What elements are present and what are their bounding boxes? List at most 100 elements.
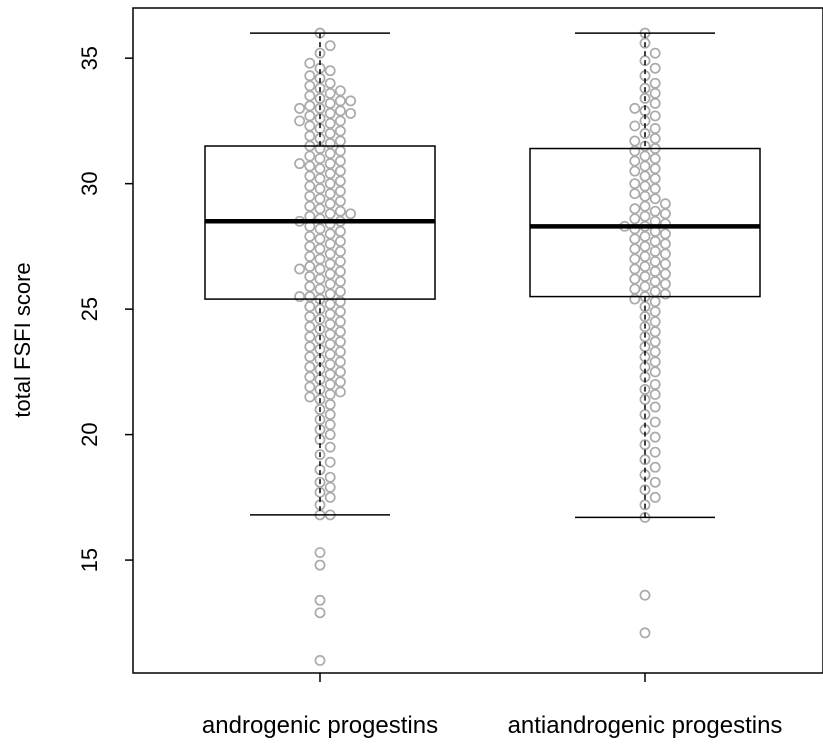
data-point [334, 205, 346, 217]
data-point [304, 150, 316, 162]
data-point [314, 559, 326, 571]
data-point [629, 283, 641, 295]
data-point [639, 383, 651, 395]
y-tick-label: 25 [77, 297, 102, 321]
data-point [304, 361, 316, 373]
box-layer [204, 32, 761, 519]
data-point [334, 376, 346, 388]
data-point [304, 281, 316, 292]
data-point [649, 326, 661, 338]
data-point [334, 386, 346, 398]
data-point [304, 321, 316, 333]
data-point [304, 80, 316, 92]
data-point [324, 358, 336, 370]
data-point [324, 288, 336, 300]
data-point [649, 346, 661, 358]
data-point [649, 133, 661, 144]
data-point [639, 250, 651, 262]
data-point [334, 306, 346, 318]
data-point [629, 203, 641, 215]
data-point [334, 175, 346, 187]
data-point [324, 491, 336, 503]
data-point [304, 100, 316, 112]
data-point [629, 178, 641, 190]
data-point [314, 153, 326, 165]
data-point [649, 47, 661, 59]
data-point [649, 235, 661, 247]
data-point [639, 190, 651, 202]
data-point [334, 326, 346, 338]
data-point [324, 456, 336, 468]
data-point [649, 276, 661, 287]
plot-frame [132, 7, 823, 674]
data-point [629, 263, 641, 275]
data-point [304, 240, 316, 252]
data-point [639, 210, 651, 222]
data-point [304, 331, 316, 343]
data-point [649, 183, 661, 195]
data-point [334, 125, 346, 137]
data-point [639, 271, 651, 282]
data-point [639, 499, 651, 511]
data-point [314, 183, 326, 195]
data-point [345, 208, 357, 220]
data-point [334, 195, 346, 207]
data-point [345, 95, 357, 107]
data-point [334, 286, 346, 298]
data-point [304, 180, 316, 192]
data-point [334, 256, 346, 267]
data-point [324, 40, 336, 52]
data-point [639, 230, 651, 242]
data-point [629, 155, 641, 167]
data-point [334, 105, 346, 117]
data-point [304, 90, 316, 102]
data-point [314, 283, 326, 295]
data-point [304, 130, 316, 142]
data-point [324, 409, 336, 420]
data-point [629, 213, 641, 225]
data-point [324, 97, 336, 109]
y-tick-label: 15 [77, 548, 102, 572]
data-point [304, 351, 316, 363]
data-point [649, 163, 661, 175]
data-point [334, 346, 346, 358]
data-point [659, 238, 671, 250]
data-point [324, 198, 336, 210]
data-point [334, 356, 346, 368]
y-axis-label: total FSFI score [10, 262, 35, 417]
data-point [324, 378, 336, 390]
data-point [649, 193, 661, 205]
data-point [314, 233, 326, 245]
data-point [649, 401, 661, 413]
data-point [324, 389, 336, 400]
data-point [334, 225, 346, 237]
data-point [324, 429, 336, 441]
data-point [649, 356, 661, 368]
x-category-label: androgenic progestins [202, 712, 438, 739]
data-point [649, 461, 661, 473]
data-point [304, 70, 316, 82]
data-point [639, 484, 651, 496]
data-point [629, 165, 641, 177]
data-point [639, 240, 651, 252]
data-point [314, 263, 326, 275]
data-point [649, 266, 661, 277]
data-point [649, 286, 661, 298]
data-point [314, 655, 326, 666]
data-point [324, 228, 336, 240]
data-point [639, 281, 651, 292]
y-tick-label: 20 [77, 422, 102, 446]
data-point [345, 107, 357, 119]
data-point [304, 230, 316, 242]
data-point [304, 301, 316, 313]
data-point [294, 291, 306, 303]
data-point [334, 155, 346, 167]
data-point [314, 607, 326, 619]
data-point [639, 150, 651, 162]
data-point [629, 233, 641, 245]
data-point [334, 135, 346, 147]
data-point [649, 77, 661, 89]
data-point [639, 589, 651, 601]
data-point [324, 238, 336, 250]
data-point [629, 120, 641, 132]
